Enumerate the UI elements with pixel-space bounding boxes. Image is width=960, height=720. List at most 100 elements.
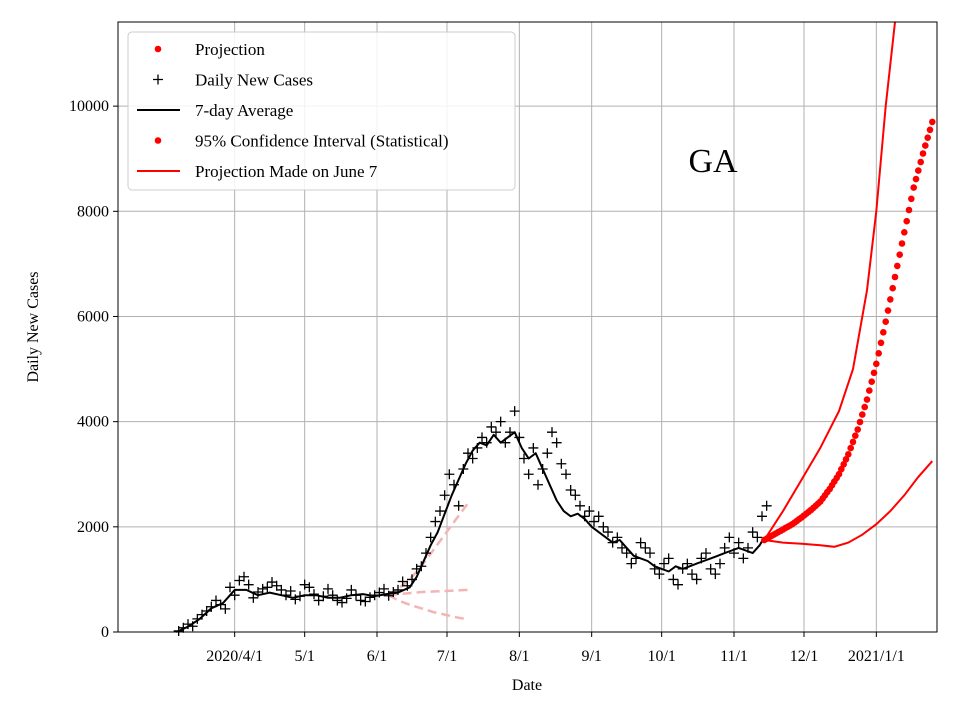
projection-dot bbox=[884, 307, 892, 314]
daily-case-marker bbox=[248, 592, 259, 603]
daily-case-marker bbox=[719, 542, 730, 553]
daily-case-marker bbox=[435, 506, 445, 517]
legend: Projection Daily New Cases 7-day Average 95… bbox=[127, 31, 516, 191]
projection-dot bbox=[910, 184, 917, 191]
projection-dot bbox=[926, 126, 934, 134]
legend-label: 7-day Average bbox=[195, 101, 293, 120]
projection-dot bbox=[919, 150, 927, 157]
x-tick-label: 6/1 bbox=[367, 648, 387, 665]
projection-dot bbox=[849, 438, 857, 446]
projection-dot bbox=[852, 432, 859, 440]
confidence-interval-lines bbox=[763, 21, 934, 548]
legend-label: Daily New Cases bbox=[195, 71, 313, 90]
daily-case-marker bbox=[738, 553, 749, 564]
daily-case-marker bbox=[519, 453, 529, 464]
x-tick-label: 11/1 bbox=[720, 648, 748, 665]
legend-dot-icon bbox=[154, 45, 162, 53]
projection-dot bbox=[875, 350, 882, 357]
projection-dot bbox=[880, 329, 887, 336]
projection-dot bbox=[891, 273, 899, 281]
daily-case-marker bbox=[337, 597, 347, 608]
legend-entry: 7-day Average bbox=[137, 101, 293, 120]
daily-case-marker bbox=[220, 603, 231, 614]
june7-projection-lines bbox=[387, 502, 470, 621]
seven-day-average-line bbox=[175, 431, 766, 633]
x-tick-label: 5/1 bbox=[294, 648, 314, 665]
daily-case-marker bbox=[673, 579, 683, 590]
projection-dot bbox=[905, 206, 913, 214]
y-tick-label: 6000 bbox=[77, 308, 109, 325]
projection-dot bbox=[861, 403, 868, 411]
confidence-interval-line bbox=[763, 21, 896, 541]
daily-case-marker bbox=[570, 490, 581, 501]
daily-case-marker bbox=[323, 583, 333, 594]
projection-dot bbox=[903, 217, 910, 225]
daily-case-marker bbox=[285, 585, 296, 596]
y-tick-label: 10000 bbox=[69, 98, 109, 115]
daily-case-marker bbox=[491, 427, 501, 438]
x-tick-label: 2020/4/1 bbox=[206, 648, 263, 665]
daily-case-marker bbox=[495, 416, 506, 427]
projection-dot bbox=[866, 387, 873, 394]
x-tick-label: 9/1 bbox=[581, 648, 601, 665]
projection-dot bbox=[894, 262, 901, 270]
legend-entry: Daily New Cases bbox=[153, 71, 313, 90]
projection-dot bbox=[929, 118, 936, 126]
daily-case-marker bbox=[201, 605, 212, 616]
daily-case-marker bbox=[355, 595, 366, 606]
legend-plus-icon bbox=[153, 74, 163, 85]
seven-day-average-path bbox=[175, 431, 766, 633]
daily-case-marker bbox=[304, 582, 315, 593]
projection-dot bbox=[877, 339, 885, 347]
projection-dot bbox=[870, 369, 878, 377]
projection-dot bbox=[924, 134, 931, 141]
x-tick-label: 8/1 bbox=[509, 648, 529, 665]
x-tick-label: 7/1 bbox=[437, 648, 457, 665]
daily-case-marker bbox=[593, 511, 604, 522]
june7-projection-line bbox=[387, 502, 470, 597]
daily-case-marker bbox=[584, 506, 595, 517]
daily-case-marker bbox=[752, 532, 763, 543]
daily-case-marker bbox=[444, 469, 455, 480]
daily-case-marker bbox=[701, 548, 711, 559]
projection-dot bbox=[915, 167, 922, 174]
daily-case-marker bbox=[757, 511, 767, 522]
x-axis-ticks: 2020/4/1 5/1 6/1 7/1 8/1 9/1 10/1 11/1 12/1 2021/… bbox=[206, 632, 905, 665]
projection-dot bbox=[847, 444, 854, 452]
legend-entry: 95% Confidence Interval (Statistical) bbox=[154, 132, 449, 151]
daily-case-marker bbox=[533, 479, 543, 490]
projection-dot bbox=[898, 240, 906, 247]
daily-case-marker bbox=[257, 583, 268, 594]
state-annotation: GA bbox=[688, 143, 738, 180]
daily-case-marker bbox=[551, 437, 562, 448]
projection-dot bbox=[838, 465, 845, 473]
projection-dot bbox=[845, 451, 852, 458]
daily-case-marker bbox=[509, 406, 520, 417]
daily-case-marker bbox=[341, 593, 352, 604]
x-tick-label: 10/1 bbox=[647, 648, 675, 665]
projection-dot bbox=[835, 470, 843, 478]
daily-case-marker bbox=[430, 516, 441, 527]
projection-dot bbox=[922, 142, 929, 149]
daily-case-marker bbox=[528, 442, 539, 453]
projection-dot bbox=[887, 296, 894, 303]
projection-dots bbox=[761, 118, 936, 544]
projection-dot bbox=[912, 175, 920, 183]
daily-case-marker bbox=[603, 527, 613, 538]
daily-case-marker bbox=[724, 532, 735, 543]
daily-case-marker bbox=[715, 558, 725, 569]
daily-case-marker bbox=[477, 432, 487, 443]
projection-dot bbox=[873, 360, 880, 368]
y-tick-label: 2000 bbox=[77, 519, 109, 536]
daily-case-marker bbox=[309, 589, 319, 600]
daily-case-marker bbox=[626, 558, 637, 569]
y-tick-label: 0 bbox=[101, 624, 109, 641]
daily-case-marker bbox=[360, 596, 371, 607]
legend-label: Projection Made on June 7 bbox=[195, 162, 378, 181]
daily-case-marker bbox=[556, 458, 567, 469]
projection-dot bbox=[901, 229, 908, 236]
projection-dot bbox=[882, 318, 889, 326]
y-tick-label: 8000 bbox=[77, 203, 109, 220]
daily-case-marker bbox=[598, 521, 609, 532]
projection-dot bbox=[840, 461, 847, 468]
